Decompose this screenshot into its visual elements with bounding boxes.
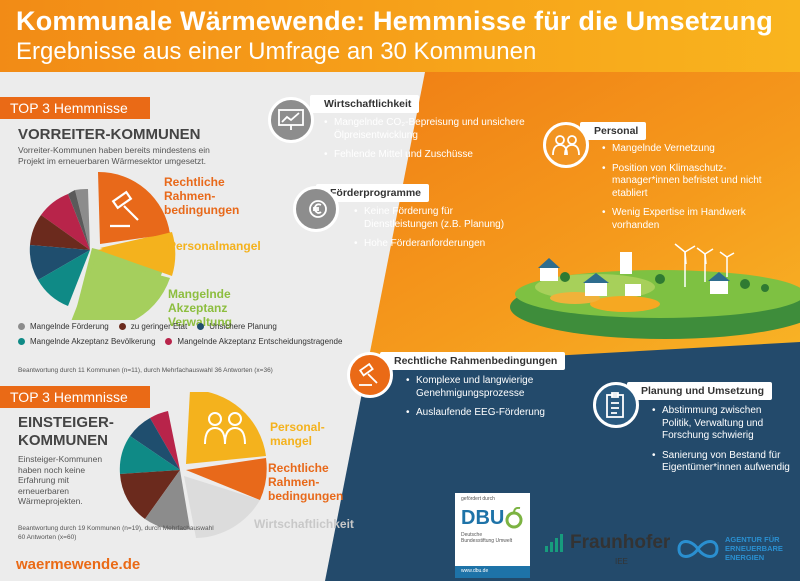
people-icon [543,122,589,168]
einsteiger-description: Einsteiger-Kommunen haben noch keine Erf… [18,454,103,506]
website-link[interactable]: waermewende.de [16,556,141,573]
bullet-item: Sanierung von Bestand für Eigentümer*inn… [652,450,792,475]
fraunhofer-name: Fraunhofer [570,532,671,553]
coins-icon [293,186,339,232]
dbu-web: www.dbu.de [461,568,489,574]
page-subtitle: Ergebnisse aus einer Umfrage an 30 Kommu… [16,38,537,65]
slice-rechtliche-rahmenbedingungen [98,171,170,244]
dbu-logo: gefördert durch DBU Deutsche Bundesstift… [455,493,530,578]
legend-item: Mangelnde Akzeptanz Entscheidungstragend… [165,337,342,346]
card-title: Förderprogramme [316,184,430,202]
dbu-leaf-icon [505,507,523,529]
dbu-sub1: Deutsche [461,532,483,538]
bullet-item: Hohe Förderanforderungen [354,238,524,251]
dbu-funded-text: gefördert durch [461,496,495,502]
card-title: Wirtschaftlichkeit [310,95,420,113]
page-title: Kommunale Wärmewende: Hemmnisse für die … [16,6,773,36]
slice-mangelnde-akzeptanz-bevoelkerung [38,250,90,306]
einsteiger-title-1: EINSTEIGER- [18,414,114,431]
bullet-item: Keine Förderung für Dienstleistungen (z.… [354,206,524,231]
einsteiger-footnote: Beantwortung durch 19 Kommunen (n=19), d… [18,525,214,541]
dbu-name: DBU [461,507,505,529]
vorreiter-footnote: Beantwortung durch 11 Kommunen (n=11), d… [18,367,273,374]
bullet-item: Abstimmung zwischen Politik, Verwaltung … [652,405,792,443]
slice-unsichere-planung [130,418,180,470]
clipboard-checklist-icon [593,382,639,428]
slice-mangelnde-foerderung-2 [68,190,90,250]
card-title: Planung und Umsetzung [627,382,773,400]
legend-item: Mangelnde Förderung [18,322,109,331]
einsteiger-label-3: Wirtschaftlichkeit [254,517,354,531]
bullet-item: Komplexe und langwierige Genehmigungspro… [406,375,596,400]
card-title: Personal [580,122,647,140]
einsteiger-title-2: KOMMUNEN [18,432,108,449]
legend-item: zu geringer Etat [118,322,187,331]
slice-wirtschaftlichkeit [184,476,260,538]
aee-line2: ERNEUERBARE [725,544,783,553]
legend-item: Unsichere Planung [197,322,277,331]
header-banner: Kommunale Wärmewende: Hemmnisse für die … [0,0,800,72]
einsteiger-pie-chart [119,392,267,538]
bullet-item: Mangelnde CO₂-Bepreisung und unsichere Ö… [324,117,534,142]
bullet-item: Auslaufende EEG-Förderung [406,407,596,420]
vorreiter-tag: TOP 3 Hemmnisse [0,97,150,119]
fraunhofer-sub: IEE [615,557,628,566]
vorreiter-label-3: Mangelnde Akzeptanz Verwaltung [168,287,233,329]
slice-mangelnde-akzeptanz-bevoelkerung [119,436,180,474]
people-icon [204,412,246,445]
dbu-sub2: Bundesstiftung Umwelt [461,538,513,544]
aee-line1: AGENTUR FÜR [725,535,780,544]
slice-mangelnde-akzeptanz-entscheidungstragende [150,411,180,470]
infinity-icon [677,540,719,558]
slice-unsichere-planung [29,245,90,280]
slice-mangelnde-akzeptanz-entscheidungstragende [41,194,90,250]
vorreiter-label-2: Personalmangel [168,239,261,253]
card-title: Rechtliche Rahmenbedingungen [380,352,566,370]
einsteiger-label-2: Rechtliche Rahmen-bedingungen [268,461,344,503]
vorreiter-pie-chart [29,171,176,320]
slice-zu-geringer-etat [120,470,180,519]
chart-presentation-icon [268,97,314,143]
aee-line3: ENERGIEN [725,553,765,562]
gavel-icon [347,352,393,398]
legend: Mangelnde Förderung zu geringer Etat Uns… [18,322,342,352]
einsteiger-label-1: Personal-mangel [270,420,325,448]
bullet-item: Mangelnde Vernetzung [602,143,792,156]
vorreiter-title: VORREITER-KOMMUNEN [18,126,201,143]
gavel-icon [110,190,139,228]
slice-zu-geringer-etat [30,215,90,250]
fraunhofer-mark-icon [545,534,563,552]
slice-mangelnde-foerderung [145,470,190,530]
bullet-item: Fehlende Mittel und Zuschüsse [324,149,534,162]
bullet-item: Wenig Expertise im Handwerk vorhanden [602,207,792,232]
legend-item: Mangelnde Akzeptanz Bevölkerung [18,337,155,346]
bullet-item: Position von Klimaschutz-manager*innen b… [602,163,792,201]
slice-mangelnde-foerderung [75,188,90,250]
vorreiter-label-1: Rechtliche Rahmen-bedingungen [164,175,240,217]
vorreiter-description: Vorreiter-Kommunen haben bereits mindest… [18,145,210,166]
slice-personalmangel [186,392,266,464]
einsteiger-tag: TOP 3 Hemmnisse [0,386,150,408]
slice-rechtliche-rahmenbedingungen [186,458,267,500]
